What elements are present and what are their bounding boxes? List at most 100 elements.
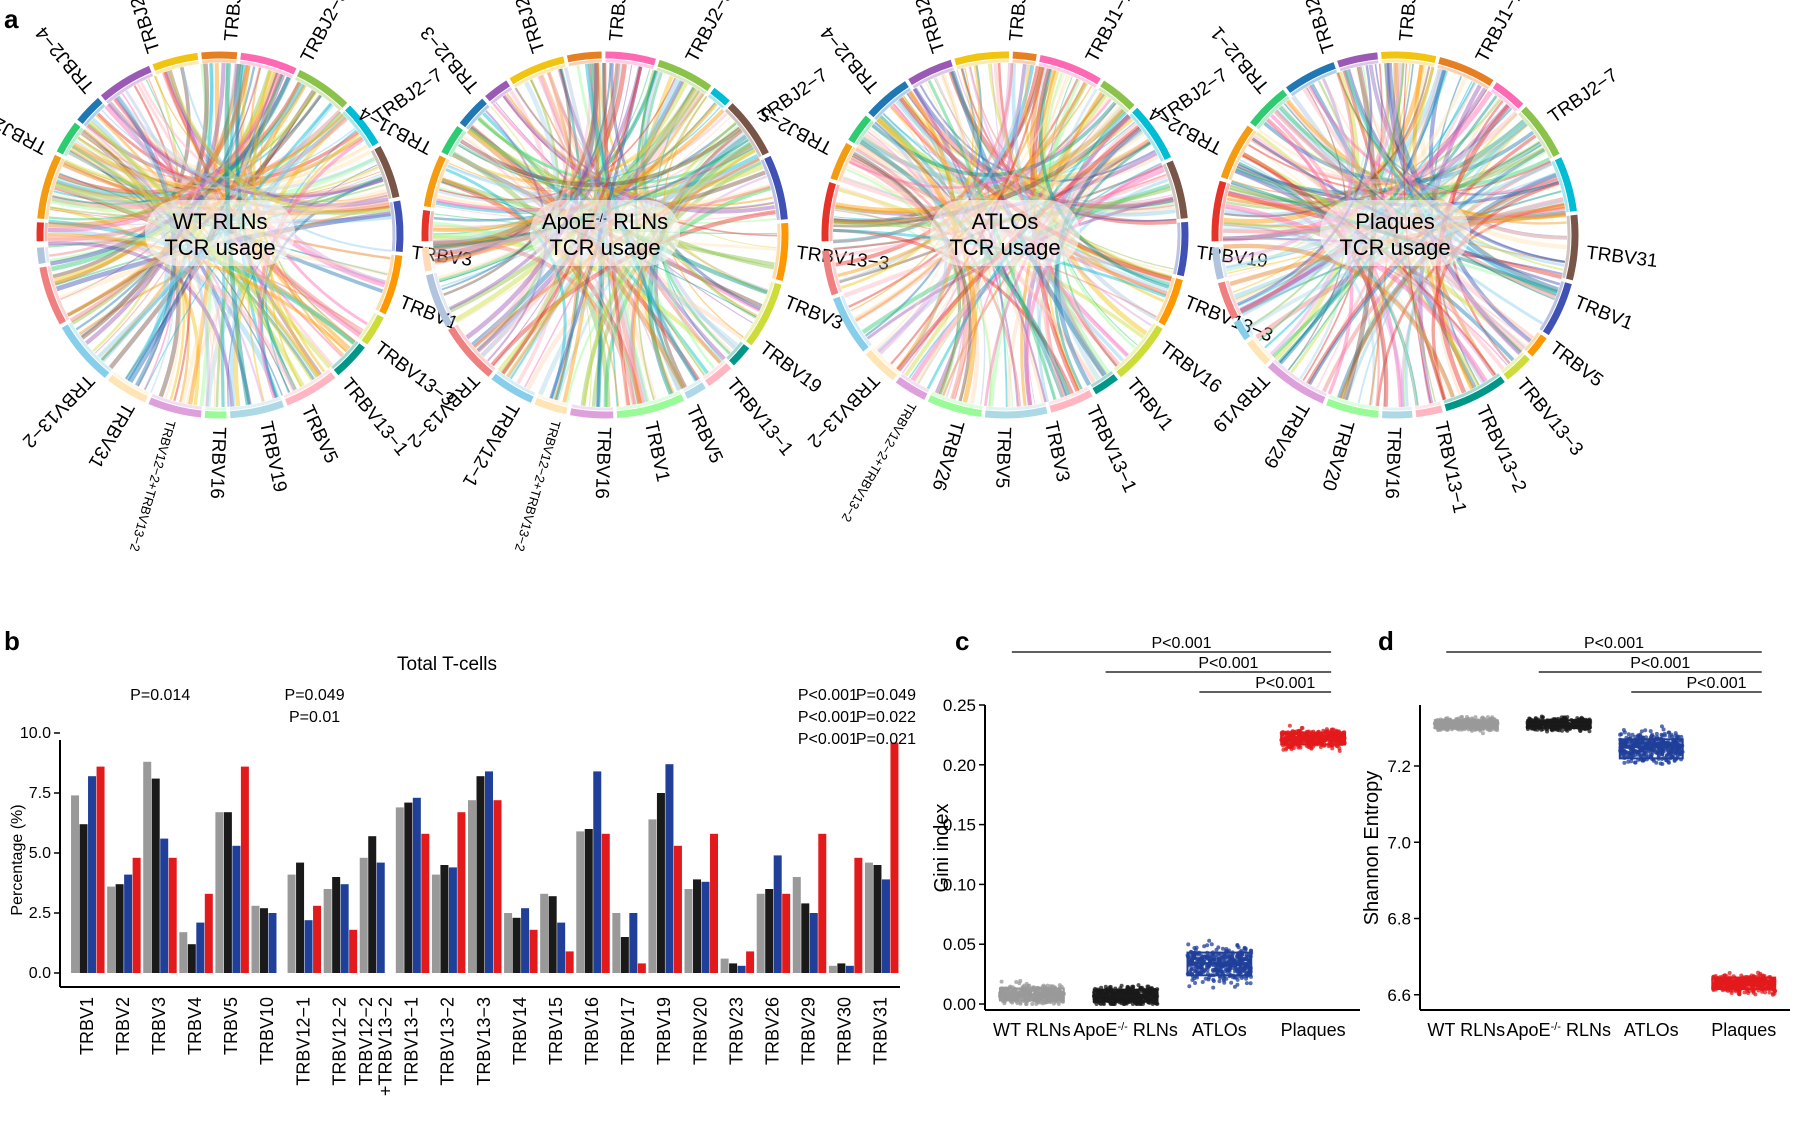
bar (621, 937, 629, 973)
data-point (1205, 943, 1209, 947)
bar (738, 966, 746, 973)
center-title-superscript: -/- (596, 211, 607, 225)
data-point (1481, 716, 1485, 720)
data-point (1623, 730, 1627, 734)
bar-y-tick-label: 5.0 (29, 845, 51, 862)
data-point (1244, 955, 1248, 959)
data-point (1587, 729, 1591, 733)
data-point (1634, 740, 1638, 744)
bar-y-axis-label: Percentage (%) (9, 804, 26, 915)
center-subtitle: TCR usage (164, 235, 275, 260)
data-point (1481, 731, 1485, 735)
v-gene-label: TRBV16 (206, 427, 229, 500)
data-point (1059, 996, 1063, 1000)
data-point (1249, 981, 1253, 985)
data-point (1540, 714, 1544, 718)
bar (449, 867, 457, 973)
data-point (1288, 724, 1292, 728)
data-point (1186, 942, 1190, 946)
center-title-rest: RLNs (607, 209, 668, 234)
bar (818, 834, 826, 973)
v-gene-label: TRBV13−3 (1512, 374, 1587, 460)
v-gene-label: TRBV29 (1259, 399, 1313, 472)
panel-letter-b: b (4, 626, 20, 656)
data-point (1197, 966, 1201, 970)
x-category-label: WT RLNs (1427, 1020, 1505, 1040)
v-gene-label: TRBV1 (1122, 374, 1177, 435)
bar-category-label: TRBV13−3 (474, 997, 494, 1086)
bar-category-label: TRBV29 (799, 997, 819, 1065)
data-point (1730, 991, 1734, 995)
data-point (1652, 759, 1656, 763)
bar (80, 824, 88, 973)
chord-sector (40, 248, 42, 264)
data-point (1662, 728, 1666, 732)
bar (674, 846, 682, 973)
bar (521, 908, 529, 973)
bar (268, 913, 276, 973)
bar (665, 764, 673, 973)
v-gene-label: TRBV19 (255, 419, 290, 494)
bar (540, 894, 548, 973)
center-title: ATLOs (972, 209, 1039, 234)
x-category-label-text: ATLOs (1192, 1020, 1247, 1040)
x-category-label-text: ApoE (1073, 1020, 1117, 1040)
bar (169, 858, 177, 973)
y-tick-label: 0.25 (943, 696, 976, 715)
bar (873, 865, 881, 973)
j-gene-label: TRBJ1−1 (221, 0, 249, 42)
data-point (1224, 967, 1228, 971)
data-point (1309, 734, 1313, 738)
data-point (1018, 979, 1022, 983)
significance-label: P<0.001 (1151, 635, 1211, 652)
bar (801, 903, 809, 973)
bar-chart-title: Total T-cells (397, 654, 497, 675)
bar (349, 930, 357, 973)
j-gene-label: TRBJ2−1 (905, 0, 950, 55)
significance-label: P<0.001 (1584, 635, 1644, 652)
v-gene-label: TRBV13−1 (722, 374, 797, 460)
data-point (1014, 980, 1018, 984)
data-point (1120, 984, 1124, 988)
bar (657, 793, 665, 973)
bar (332, 877, 340, 973)
data-point (1104, 985, 1108, 989)
center-subtitle: TCR usage (1339, 235, 1450, 260)
data-point (1565, 715, 1569, 719)
j-gene-label: TRBJ1−1 (606, 0, 634, 42)
data-point (1211, 978, 1215, 982)
chord-sector (494, 376, 533, 399)
bar (890, 743, 898, 973)
bar (729, 963, 737, 973)
bar (810, 913, 818, 973)
data-point (1639, 754, 1643, 758)
bar (746, 951, 754, 973)
j-gene-label: TRBJ2−1 (120, 0, 165, 55)
bar (421, 834, 429, 973)
data-point (1338, 749, 1342, 753)
data-point (1000, 980, 1004, 984)
bar (196, 923, 204, 973)
bar-category-label: TRBV13−2 (438, 997, 458, 1086)
bar (593, 771, 601, 973)
j-gene-label: TRBJ2−3 (0, 102, 51, 158)
data-point (1190, 978, 1194, 982)
data-point (1660, 762, 1664, 766)
data-point (1223, 954, 1227, 958)
j-gene-label: TRBJ2−3 (1006, 0, 1034, 42)
bar (765, 889, 773, 973)
data-point (1201, 980, 1205, 984)
bar (504, 913, 512, 973)
x-category-label: ApoE-/- RLNs (1073, 1020, 1177, 1040)
v-gene-label: TRBV12−2+TRBV13−2 (127, 419, 179, 553)
bar (152, 779, 160, 973)
data-point (1057, 1002, 1061, 1006)
bar (224, 812, 232, 973)
bar (251, 906, 259, 973)
data-point (1580, 716, 1584, 720)
data-point (1665, 753, 1669, 757)
bar-category-label-line: +TRBV13−2 (375, 997, 395, 1096)
